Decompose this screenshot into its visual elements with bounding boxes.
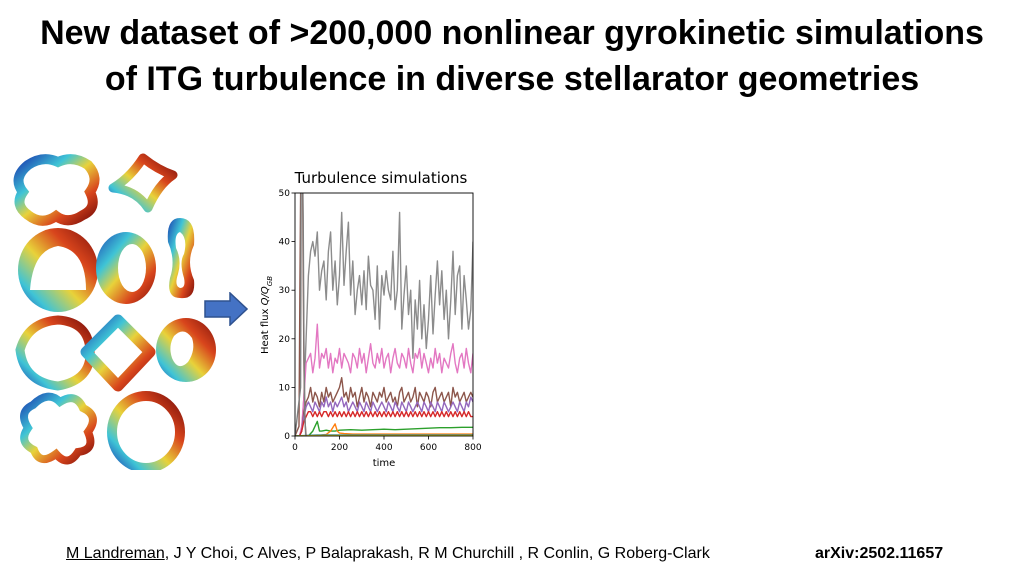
- stellarator-geometries-image: [13, 153, 216, 470]
- x-tick-label: 0: [292, 443, 298, 453]
- geometry-2: [108, 153, 178, 213]
- y-axis-label: Heat flux Q/QGB: [260, 276, 274, 354]
- axes-frame: [294, 192, 474, 437]
- slide-title-line1: New dataset of >200,000 nonlinear gyroki…: [40, 14, 984, 52]
- y-tick-label: 50: [279, 189, 291, 199]
- authors-rest: , J Y Choi, C Alves, P Balaprakash, R M …: [164, 545, 710, 562]
- y-axis-label-prefix: Heat flux: [260, 305, 271, 354]
- y-tick-label: 10: [279, 383, 291, 393]
- geometry-7: [80, 314, 156, 392]
- x-tick-label: 200: [331, 443, 348, 453]
- geometry-5: [167, 218, 195, 299]
- x-axis-label: time: [373, 458, 396, 469]
- geometry-9: [20, 392, 97, 465]
- series-line-6: [295, 420, 473, 436]
- author-link-landreman[interactable]: M Landreman: [66, 545, 165, 562]
- series-layer: [295, 193, 473, 436]
- y-tick-label: 40: [279, 238, 291, 248]
- series-line-7: [295, 423, 473, 436]
- series-line-1: [295, 211, 473, 436]
- arxiv-reference: arXiv:2502.11657: [815, 545, 944, 562]
- series-line-5: [295, 410, 473, 436]
- geometry-6: [15, 315, 95, 391]
- geometry-4: [96, 232, 156, 304]
- geometry-8: [156, 318, 216, 382]
- series-line-3: [295, 376, 473, 436]
- y-axis-label-math: Q/Q: [260, 286, 271, 305]
- geometry-3: [18, 228, 98, 312]
- heat-flux-chart: Turbulence simulations 0 200 400 600 800 0 10 2…: [260, 169, 482, 469]
- series-line-9: [295, 434, 473, 436]
- chart-title: Turbulence simulations: [294, 169, 468, 187]
- x-tick-label: 600: [420, 443, 437, 453]
- y-tick-label: 20: [279, 335, 291, 345]
- y-tick-label: 30: [279, 286, 291, 296]
- ticks-layer: 0 200 400 600 800 0 10 20 30 40 50: [279, 189, 482, 453]
- series-line-11: [295, 193, 307, 436]
- authors-line: M Landreman, J Y Choi, C Alves, P Balapr…: [66, 545, 710, 563]
- x-tick-label: 800: [464, 443, 481, 453]
- series-line-2: [295, 323, 473, 436]
- y-axis-label-sub: GB: [266, 276, 274, 286]
- geometry-10: [107, 391, 185, 470]
- slide-title-line2: of ITG turbulence in diverse stellarator…: [104, 60, 920, 98]
- slide-title: New dataset of >200,000 nonlinear gyroki…: [0, 10, 1024, 102]
- arrow-right-icon: [204, 292, 248, 326]
- x-tick-label: 400: [375, 443, 392, 453]
- geometry-1: [13, 154, 100, 226]
- series-line-4: [295, 396, 473, 436]
- y-tick-label: 0: [284, 432, 290, 442]
